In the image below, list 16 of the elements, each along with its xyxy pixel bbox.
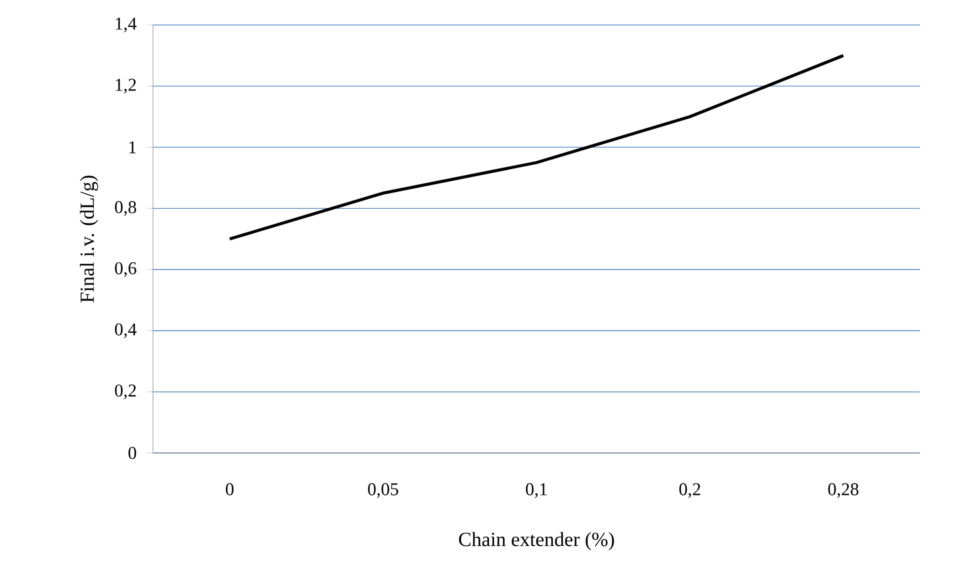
y-tick-label: 0,2 bbox=[114, 384, 136, 400]
x-tick-label: 0,05 bbox=[368, 483, 398, 498]
y-axis-title: Final i.v. (dL/g) bbox=[80, 176, 98, 302]
x-tick-label: 0,28 bbox=[828, 483, 858, 498]
x-tick-label: 0,2 bbox=[679, 483, 700, 498]
y-tick-label: 1 bbox=[129, 141, 136, 154]
x-tick-label: 0,1 bbox=[526, 483, 547, 498]
y-tick-label: 0,8 bbox=[114, 201, 136, 216]
y-tick-label: 1,4 bbox=[116, 18, 137, 32]
y-tick-label: 0,4 bbox=[114, 323, 137, 338]
y-tick-label: 1,2 bbox=[116, 78, 136, 94]
line-series bbox=[228, 54, 845, 240]
x-tick-label: 0 bbox=[226, 483, 234, 496]
y-tick-label: 0 bbox=[128, 446, 136, 460]
x-axis-title: Chain extender (%) bbox=[459, 532, 614, 550]
y-tick-label: 0,6 bbox=[114, 262, 136, 277]
